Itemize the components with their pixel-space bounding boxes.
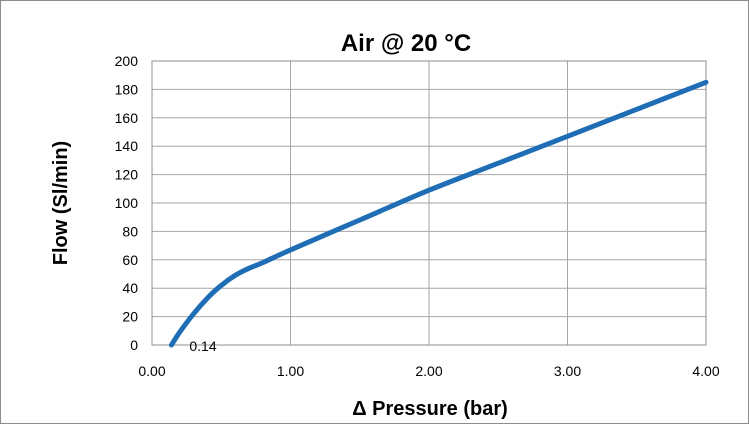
y-tick-label: 180 <box>115 81 139 97</box>
y-tick-label: 40 <box>122 280 138 296</box>
x-tick-label: 0.00 <box>138 363 165 379</box>
y-tick-label: 200 <box>115 53 139 69</box>
y-tick-label: 140 <box>115 138 139 154</box>
x-tick-label: 1.00 <box>277 363 304 379</box>
series-group <box>168 79 709 348</box>
y-tick-label: 100 <box>115 195 139 211</box>
y-tick-label: 120 <box>115 167 139 183</box>
series-line <box>168 79 709 348</box>
tick-labels: 0 20 40 60 80 100 120 140 160 180 200 0.00 1.00 2.00 3… <box>115 53 720 379</box>
y-tick-label: 60 <box>122 252 138 268</box>
x-axis-title: Δ Pressure (bar) <box>352 398 508 420</box>
y-axis-title: Flow (Sl/min) <box>50 141 72 265</box>
x-tick-label: 2.00 <box>415 363 442 379</box>
annotations: 0.14 <box>189 338 216 354</box>
y-tick-label: 80 <box>122 223 138 239</box>
threshold-annotation: 0.14 <box>189 338 216 354</box>
y-tick-label: 0 <box>130 337 138 353</box>
x-tick-label: 4.00 <box>692 363 719 379</box>
x-tick-label: 3.00 <box>554 363 581 379</box>
y-tick-label: 20 <box>122 309 138 325</box>
grid <box>151 60 707 346</box>
plot-area <box>151 60 707 346</box>
y-tick-label: 160 <box>115 110 139 126</box>
chart-title: Air @ 20 °C <box>341 30 471 57</box>
